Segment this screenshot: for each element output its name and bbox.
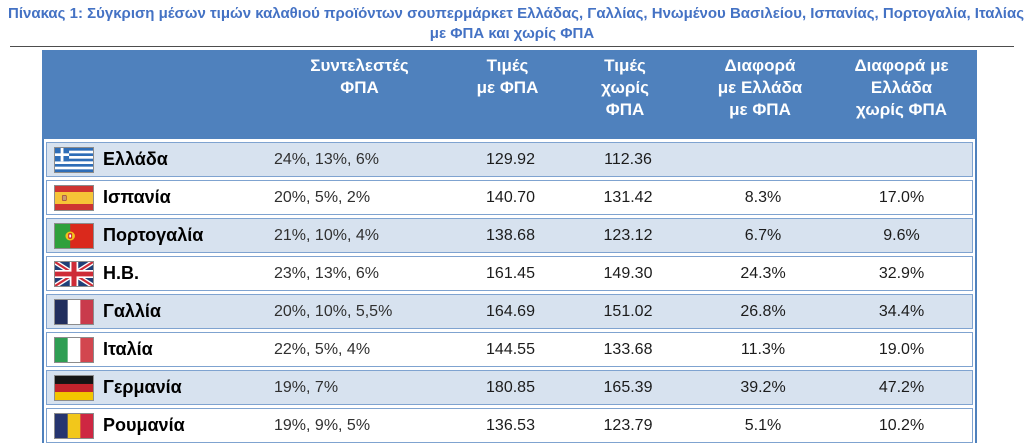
country-name: Ισπανία (103, 187, 171, 207)
price-without-vat-cell: 123.12 (603, 226, 653, 244)
vat-rates-cell: 20%, 5%, 2% (274, 188, 371, 206)
price-with-vat-cell: 164.69 (486, 302, 535, 320)
vat-rates-cell: 19%, 9%, 5% (274, 416, 371, 434)
flag-uk-icon (54, 260, 94, 287)
table-header-row: Συντελεστές ΦΠΑ Τιμές με ΦΠΑ Τιμές χωρίς… (44, 52, 975, 139)
diff-without-vat-cell: 19.0% (878, 340, 925, 358)
country-cell: Ρουμανία (47, 412, 265, 439)
price-without-vat-cell: 131.42 (603, 188, 653, 206)
price-without-vat-cell: 151.02 (603, 302, 653, 320)
country-name: Ελλάδα (103, 149, 168, 169)
country-name: Ρουμανία (103, 415, 185, 435)
table-body: Ελλάδα 24%, 13%, 6% 129.92 112.36 Ισπανί… (44, 142, 975, 443)
table-row: Πορτογαλία 21%, 10%, 4% 138.68 123.12 6.… (46, 218, 973, 253)
table-row: Ιταλία 22%, 5%, 4% 144.55 133.68 11.3% 1… (46, 332, 973, 367)
flag-spain-icon (54, 184, 94, 211)
vat-rates-cell: 19%, 7% (274, 378, 339, 396)
country-name: Γαλλία (103, 301, 161, 321)
country-name: Γερμανία (103, 377, 182, 397)
vat-rates-cell: 23%, 13%, 6% (274, 264, 379, 282)
diff-with-vat-cell: 26.8% (740, 302, 786, 320)
country-name: Ιταλία (103, 339, 153, 359)
country-cell: Ισπανία (47, 184, 265, 211)
price-without-vat-cell: 149.30 (603, 264, 653, 282)
table-row: Η.Β. 23%, 13%, 6% 161.45 149.30 24.3% 32… (46, 256, 973, 291)
price-with-vat-cell: 180.85 (486, 378, 535, 396)
flag-france-icon (54, 298, 94, 325)
country-name: Η.Β. (103, 263, 139, 283)
header-diff-with-vat: Διαφορά με Ελλάδα με ΦΠΑ (717, 56, 803, 119)
vat-rates-cell: 22%, 5%, 4% (274, 340, 371, 358)
price-without-vat-cell: 165.39 (603, 378, 653, 396)
country-cell: Η.Β. (47, 260, 265, 287)
flag-germany-icon (54, 374, 94, 401)
price-comparison-table: Συντελεστές ΦΠΑ Τιμές με ΦΠΑ Τιμές χωρίς… (42, 50, 977, 443)
price-without-vat-cell: 112.36 (604, 150, 652, 168)
vat-rates-cell: 20%, 10%, 5,5% (274, 302, 393, 320)
price-without-vat-cell: 133.68 (603, 340, 653, 358)
price-with-vat-cell: 144.55 (486, 340, 535, 358)
country-cell: Ελλάδα (47, 146, 265, 173)
caption-underline (10, 46, 1014, 47)
diff-without-vat-cell: 32.9% (878, 264, 925, 282)
table-row: Γαλλία 20%, 10%, 5,5% 164.69 151.02 26.8… (46, 294, 973, 329)
price-without-vat-cell: 123.79 (603, 416, 653, 434)
country-cell: Γερμανία (47, 374, 265, 401)
header-vat-rates: Συντελεστές ΦΠΑ (310, 56, 409, 97)
table-row: Ισπανία 20%, 5%, 2% 140.70 131.42 8.3% 1… (46, 180, 973, 215)
diff-with-vat-cell: 24.3% (740, 264, 786, 282)
flag-greece-icon (54, 146, 94, 173)
diff-with-vat-cell: 5.1% (744, 416, 782, 434)
diff-without-vat-cell: 9.6% (883, 226, 920, 244)
diff-with-vat-cell: 39.2% (740, 378, 786, 396)
table-caption-line1: Πίνακας 1: Σύγκριση μέσων τιμών καλαθιού… (8, 5, 1024, 22)
vat-rates-cell: 21%, 10%, 4% (274, 226, 379, 244)
price-with-vat-cell: 140.70 (486, 188, 535, 206)
vat-rates-cell: 24%, 13%, 6% (274, 150, 379, 168)
header-price-without-vat: Τιμές χωρίς ΦΠΑ (601, 56, 649, 119)
diff-with-vat-cell: 11.3% (740, 340, 786, 358)
diff-with-vat-cell: 6.7% (744, 226, 782, 244)
table-row: Γερμανία 19%, 7% 180.85 165.39 39.2% 47.… (46, 370, 973, 405)
table-row: Ρουμανία 19%, 9%, 5% 136.53 123.79 5.1% … (46, 408, 973, 443)
table-caption-line2: με ΦΠΑ και χωρίς ΦΠΑ (429, 25, 595, 42)
flag-romania-icon (54, 412, 94, 439)
diff-without-vat-cell: 17.0% (878, 188, 925, 206)
diff-without-vat-cell: 47.2% (878, 378, 925, 396)
country-name: Πορτογαλία (103, 225, 204, 245)
header-diff-without-vat: Διαφορά με Ελλάδα χωρίς ΦΠΑ (854, 56, 949, 119)
header-price-with-vat: Τιμές με ΦΠΑ (476, 56, 539, 97)
price-with-vat-cell: 161.45 (486, 264, 535, 282)
diff-without-vat-cell: 10.2% (878, 416, 925, 434)
table-row: Ελλάδα 24%, 13%, 6% 129.92 112.36 (46, 142, 973, 177)
price-with-vat-cell: 138.68 (486, 226, 535, 244)
price-with-vat-cell: 136.53 (486, 416, 535, 434)
diff-with-vat-cell: 8.3% (744, 188, 782, 206)
flag-italy-icon (54, 336, 94, 363)
flag-portugal-icon (54, 222, 94, 249)
price-with-vat-cell: 129.92 (486, 150, 535, 168)
country-cell: Πορτογαλία (47, 222, 265, 249)
country-cell: Γαλλία (47, 298, 265, 325)
country-cell: Ιταλία (47, 336, 265, 363)
diff-without-vat-cell: 34.4% (878, 302, 925, 320)
